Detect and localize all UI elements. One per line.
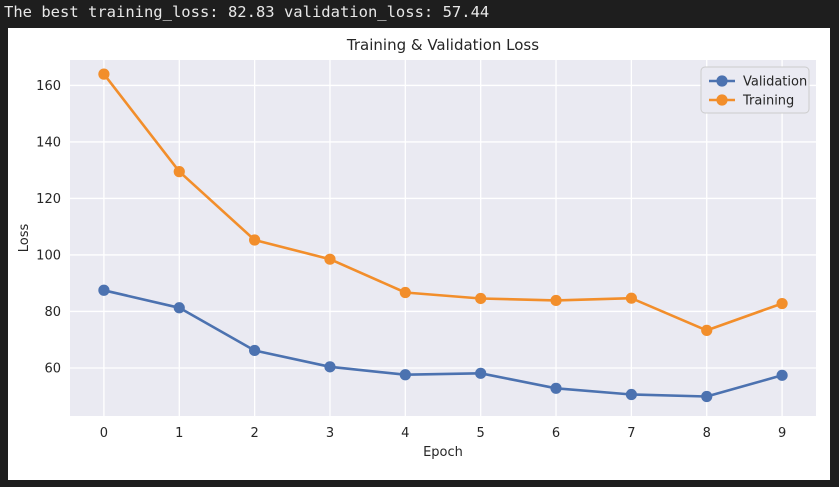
x-tick-label: 5: [477, 426, 485, 441]
console-output: The best training_loss: 82.83 validation…: [4, 3, 490, 21]
y-axis-label: Loss: [17, 224, 32, 253]
validation-point: [701, 390, 713, 403]
training-point: [98, 68, 110, 80]
validation-series-line: [103, 289, 783, 398]
training-point: [324, 253, 336, 265]
legend-box: [700, 66, 810, 114]
x-tick-label: 6: [552, 426, 560, 441]
x-tick-label: 9: [778, 426, 786, 441]
training-point: [776, 297, 788, 310]
x-tick-label: 8: [703, 426, 711, 441]
series-layer: [98, 68, 788, 403]
loss-chart: 60 80 100 120 140 160 0 1 2 3 4 5 6 7 8 9 Training & Va…: [17, 36, 816, 460]
training-point: [173, 166, 185, 178]
legend-label-training: Training: [742, 94, 794, 109]
validation-point: [475, 367, 487, 379]
legend-marker-validation: [716, 75, 728, 87]
validation-point: [249, 344, 261, 357]
training-point: [399, 286, 411, 299]
x-tick-label: 0: [100, 426, 108, 441]
x-tick-label: 3: [326, 426, 334, 441]
training-series-line: [102, 73, 783, 332]
legend: Validation Training: [700, 66, 810, 114]
x-tick-label: 7: [627, 426, 635, 441]
legend-marker-training: [716, 94, 728, 106]
y-tick-label: 120: [36, 192, 61, 207]
x-tick-label: 1: [175, 426, 183, 441]
axis-labels: 60 80 100 120 140 160 0 1 2 3 4 5 6 7 8 9: [36, 79, 786, 441]
grid-lines: [70, 60, 816, 416]
validation-point: [98, 284, 110, 296]
validation-point: [550, 382, 562, 394]
legend-label-validation: Validation: [743, 75, 807, 90]
chart-title: Training & Validation Loss: [346, 36, 539, 54]
x-tick-label: 4: [401, 426, 409, 441]
training-point: [701, 324, 713, 336]
training-point: [249, 234, 261, 246]
x-axis-label: Epoch: [423, 445, 463, 460]
validation-point: [324, 361, 336, 373]
x-tick-label: 2: [250, 426, 258, 441]
figure-canvas: 60 80 100 120 140 160 0 1 2 3 4 5 6 7 8 9 Training & Va…: [8, 28, 830, 480]
validation-point: [625, 388, 637, 401]
plot-area: [70, 60, 816, 416]
validation-point: [776, 369, 788, 381]
training-point: [625, 292, 637, 304]
y-tick-label: 140: [36, 135, 61, 150]
y-tick-label: 80: [44, 305, 61, 320]
y-tick-label: 100: [36, 248, 61, 263]
training-point: [550, 294, 562, 307]
validation-point: [399, 369, 411, 381]
y-tick-label: 60: [44, 361, 61, 376]
y-tick-label: 160: [36, 79, 61, 94]
validation-point: [173, 302, 185, 314]
training-point: [475, 292, 487, 305]
